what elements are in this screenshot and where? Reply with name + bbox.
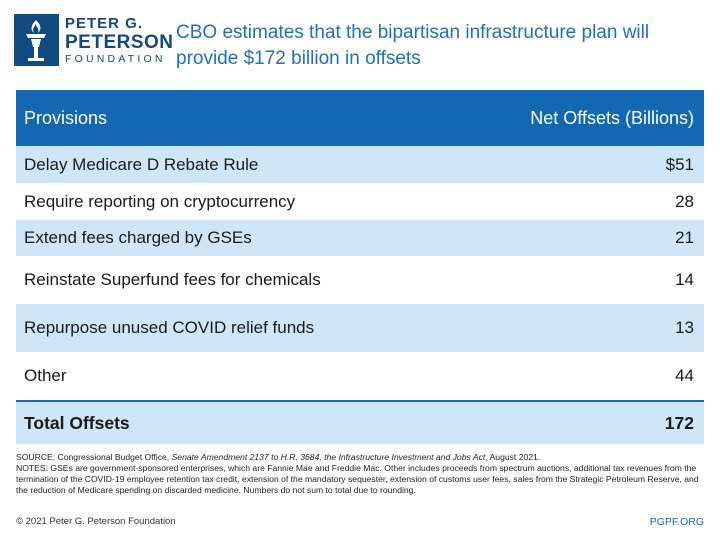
value-cell: $51 [665, 154, 694, 174]
provision-cell: Extend fees charged by GSEs [24, 228, 252, 247]
logo-line-2: PETERSON [65, 32, 174, 53]
source-prefix: SOURCE: Congressional Budget Office, [16, 452, 172, 462]
table-row: Delay Medicare D Rebate Rule $51 [16, 146, 704, 183]
provision-cell: Require reporting on cryptocurrency [24, 191, 296, 211]
logo-line-3: FOUNDATION [65, 53, 166, 65]
source-suffix: , August 2021. [485, 452, 541, 462]
column-header-net-offsets: Net Offsets (Billions) [530, 107, 694, 128]
torch-icon [14, 14, 59, 66]
table-row: Require reporting on cryptocurrency 28 [16, 183, 704, 220]
table-row: Reinstate Superfund fees for chemicals 1… [16, 256, 704, 304]
table-row: Other 44 [16, 352, 704, 400]
table-header-row: Provisions Net Offsets (Billions) [16, 90, 704, 146]
source-title: Senate Amendment 2137 to H.R. 3684, the … [171, 452, 486, 462]
chart-title: CBO estimates that the bipartisan infras… [176, 22, 650, 69]
copyright-text: © 2021 Peter G. Peterson Foundation [16, 516, 176, 527]
column-header-provisions: Provisions [24, 107, 108, 128]
site-link[interactable]: PGPF.ORG [649, 516, 704, 528]
footnotes: SOURCE: Congressional Budget Office, Sen… [16, 452, 704, 496]
header: PETER G. PETERSON FOUNDATION CBO estimat… [0, 0, 720, 80]
value-cell: 21 [675, 228, 694, 247]
total-value-cell: 172 [664, 412, 694, 433]
provision-cell: Delay Medicare D Rebate Rule [24, 154, 259, 174]
value-cell: 13 [675, 318, 694, 337]
provision-cell: Repurpose unused COVID relief funds [24, 318, 315, 337]
footer: © 2021 Peter G. Peterson Foundation PGPF… [16, 516, 704, 530]
source-note: SOURCE: Congressional Budget Office, Sen… [16, 452, 704, 463]
value-cell: 14 [675, 270, 694, 289]
logo-line-1: PETER G. [65, 15, 144, 32]
provision-cell: Reinstate Superfund fees for chemicals [24, 270, 321, 289]
table-row: Repurpose unused COVID relief funds 13 [16, 304, 704, 352]
table-total-row: Total Offsets 172 [16, 400, 704, 444]
value-cell: 44 [675, 366, 694, 385]
foundation-logo[interactable]: PETER G. PETERSON FOUNDATION [14, 14, 173, 66]
offsets-table: Provisions Net Offsets (Billions) Delay … [16, 90, 704, 444]
provision-cell: Other [24, 366, 67, 385]
table-row: Extend fees charged by GSEs 21 [16, 220, 704, 256]
notes-text: NOTES: GSEs are government-sponsored ent… [16, 463, 699, 495]
total-label-cell: Total Offsets [24, 412, 130, 433]
value-cell: 28 [675, 191, 694, 211]
